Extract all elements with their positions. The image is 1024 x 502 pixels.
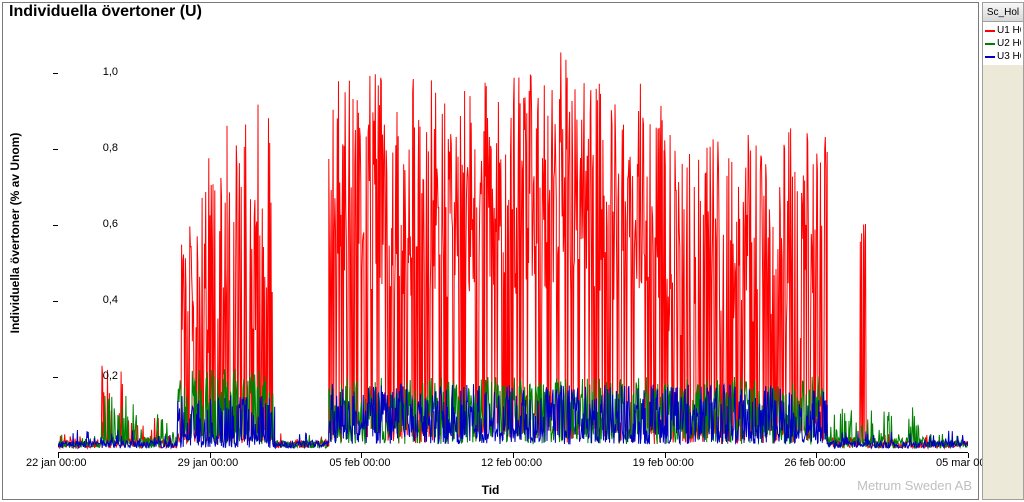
legend-swatch <box>985 30 995 32</box>
legend-item[interactable]: U1 H6 <box>985 24 1021 37</box>
app-root: Individuella övertoner (U) Individuella … <box>0 0 1024 502</box>
y-tick-label: 0,4 <box>30 294 118 306</box>
x-tick-label: 19 feb 00:00 <box>633 457 694 469</box>
x-axis-label: Tid <box>3 483 978 497</box>
legend-body: U1 H6 U2 H6 U3 H6 <box>983 22 1023 65</box>
x-tick-label: 29 jan 00:00 <box>178 457 239 469</box>
y-tick-label: 0,8 <box>30 142 118 154</box>
legend-swatch <box>985 43 995 45</box>
y-axis-label: Individuella övertoner (% av Unom) <box>8 133 22 334</box>
x-tick-label: 26 feb 00:00 <box>784 457 845 469</box>
legend-header[interactable]: Sc_Hol <box>983 3 1023 22</box>
chart-frame: Individuella övertoner (U) Individuella … <box>2 2 979 500</box>
plot-canvas <box>58 35 968 452</box>
legend-panel: Sc_Hol U1 H6 U2 H6 U3 H6 <box>982 2 1024 500</box>
y-tick-label: 0,2 <box>30 370 118 382</box>
x-tick-label: 22 jan 00:00 <box>26 457 87 469</box>
x-tick-label: 12 feb 00:00 <box>481 457 542 469</box>
legend-item[interactable]: U3 H6 <box>985 50 1021 63</box>
y-tick-label: 0,6 <box>30 218 118 230</box>
x-tick-label: 05 feb 00:00 <box>329 457 390 469</box>
legend-label: U3 H6 <box>997 51 1021 62</box>
y-tick-label: 1,0 <box>30 66 118 78</box>
plot-area[interactable] <box>58 35 968 453</box>
legend-label: U1 H6 <box>997 25 1021 36</box>
legend-label: U2 H6 <box>997 38 1021 49</box>
legend-item[interactable]: U2 H6 <box>985 37 1021 50</box>
chart-title: Individuella övertoner (U) <box>9 3 202 21</box>
legend-swatch <box>985 56 995 58</box>
